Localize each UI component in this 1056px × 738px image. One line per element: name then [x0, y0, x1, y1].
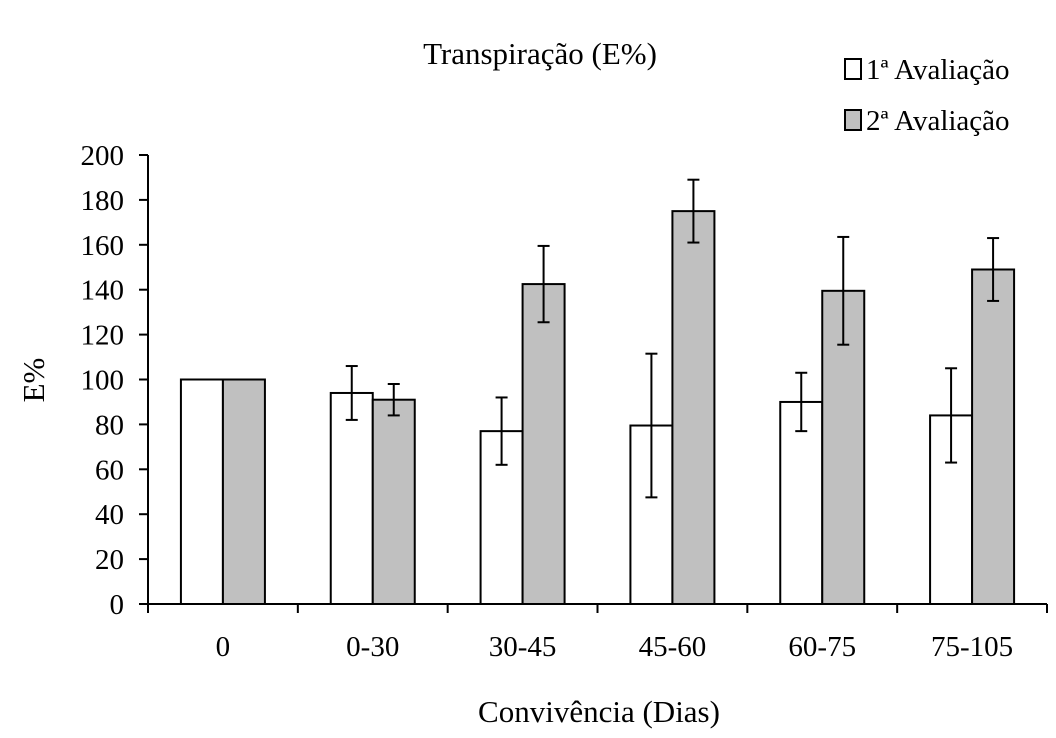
bar-series-1-0 — [179, 378, 224, 605]
chart-title: Transpiração (E%) — [423, 36, 657, 71]
legend-label-2: 2ª Avaliação — [866, 105, 1010, 137]
y-tick-label: 80 — [95, 409, 124, 441]
y-tick-label: 140 — [81, 275, 125, 307]
y-tick-label: 120 — [81, 320, 125, 352]
x-tick-label: 0-30 — [346, 631, 399, 663]
legend-label-1: 1ª Avaliação — [866, 54, 1010, 86]
y-tick-label: 100 — [81, 365, 125, 397]
bar-series-2-0-30 — [371, 398, 416, 605]
y-axis-title: E% — [16, 358, 51, 403]
y-tick-label: 40 — [95, 499, 124, 531]
y-tick-label: 200 — [81, 140, 125, 172]
x-tick-label: 30-45 — [489, 631, 557, 663]
y-tick-label: 60 — [95, 454, 124, 486]
x-tick-label: 75-105 — [931, 631, 1013, 663]
x-tick-label: 0 — [216, 631, 231, 663]
bar-series-2-30-45 — [521, 283, 566, 605]
y-tick-label: 180 — [81, 185, 125, 217]
bar-series-1-0-30 — [329, 391, 374, 605]
plot-area: 0 20 40 60 80 100 120 140 160 180 200 0 0-30 30-45 45-… — [81, 140, 1048, 663]
bar-series-1-60-75 — [779, 400, 824, 606]
x-tick-label: 45-60 — [639, 631, 707, 663]
bar-series-2-45-60 — [671, 210, 716, 605]
y-tick-label: 160 — [81, 230, 125, 262]
y-tick-label: 20 — [95, 544, 124, 576]
bar-series-2-0 — [221, 378, 266, 605]
bar-series-2-75-105 — [971, 268, 1016, 605]
x-axis-title: Convivência (Dias) — [478, 694, 720, 729]
x-tick-label: 60-75 — [788, 631, 856, 663]
legend-swatch-2 — [844, 109, 862, 131]
legend: 1ª Avaliação 2ª Avaliação — [844, 54, 1010, 137]
y-tick-label: 0 — [110, 589, 125, 621]
legend-swatch-1 — [844, 58, 862, 80]
